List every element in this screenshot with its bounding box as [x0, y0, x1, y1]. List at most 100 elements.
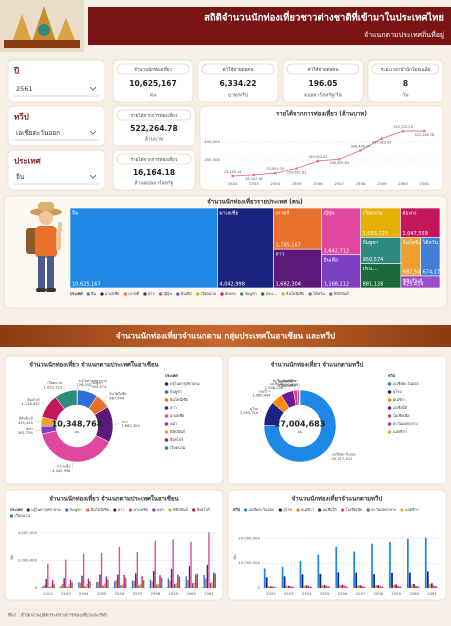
legend-label: อเมริกา [301, 507, 314, 512]
bar [395, 584, 397, 588]
bar-chart-card [4, 489, 224, 601]
treemap-value: 1,168,112 [324, 282, 349, 288]
bar [391, 572, 393, 588]
bar [53, 584, 55, 588]
y-tick-label: 0 [258, 585, 261, 590]
legend-label: ยุโรป [393, 389, 402, 395]
x-tick-label: 2557 [356, 591, 366, 596]
legend-title: ทวีป [388, 372, 396, 378]
bar [211, 582, 213, 588]
slice-name: ลาว [121, 420, 127, 424]
legend-swatch [387, 390, 392, 394]
bar [301, 574, 304, 588]
legend-label: เวียดนาม [201, 291, 217, 296]
dropdown-chevron[interactable] [89, 130, 97, 135]
bar [413, 584, 415, 588]
treemap-value: 1,642,712 [324, 248, 349, 254]
bar [309, 586, 312, 588]
treemap-cell [321, 254, 361, 289]
legend-label: เวียดนาม [170, 445, 186, 450]
legend-swatch [164, 430, 169, 434]
legend-swatch [387, 406, 392, 410]
bar [193, 582, 195, 588]
donut-card [227, 355, 447, 485]
legend-label: ยุโรป [283, 507, 292, 513]
bar [43, 584, 46, 588]
legend-label: แอฟริกา [405, 507, 419, 512]
slice-value: 4,042,998 [52, 469, 71, 473]
line-point [295, 167, 298, 170]
legend-swatch [278, 508, 282, 512]
bar [399, 586, 402, 588]
bar [154, 540, 156, 588]
bar [157, 583, 160, 588]
legend-label: ฟิลิปปินส์ [169, 429, 185, 434]
bar [291, 586, 294, 588]
legend-label: ฟิลิปปินส์ [172, 507, 188, 512]
x-tick-label: 2558 [151, 591, 161, 596]
legend-swatch [387, 382, 392, 386]
filter-label: ทวีป [14, 112, 29, 122]
bar [397, 585, 400, 588]
bar [208, 532, 210, 588]
legend-label: เกาหลี [128, 291, 139, 296]
bar [65, 559, 67, 588]
filter-label: ปี [13, 66, 19, 76]
legend-swatch [308, 292, 312, 296]
data-label: 437,923.95 [372, 141, 391, 145]
x-tick-label: 2555 [97, 591, 107, 596]
chart-title: จำนวนนักท่องเที่ยว จำแนกตามประเทศในอาเซี… [29, 360, 159, 369]
filter-card[interactable] [7, 105, 106, 147]
bar [303, 585, 306, 588]
filter-value: 2561 [16, 85, 33, 93]
bar [325, 585, 328, 588]
legend-label: บรูไนดารุสซาลาม [31, 507, 61, 513]
bar [426, 571, 429, 588]
slice-value: 458,118 [278, 384, 294, 388]
page-title: สถิติจำนวนนักท่องเที่ยวชาวต่างชาติที่เข้… [204, 10, 444, 24]
bar [121, 583, 124, 588]
bar [409, 572, 411, 588]
label-leader [103, 395, 108, 401]
x-tick-label: 2560 [186, 591, 196, 596]
bar [393, 584, 395, 588]
kpi-unit: ล้านบาท [145, 136, 164, 143]
kpi-unit: ล้านดอลลาร์สหรัฐ [135, 180, 174, 187]
legend-swatch [281, 292, 285, 296]
treemap-label: ลาว [276, 252, 285, 258]
filter-card[interactable] [7, 149, 106, 191]
bar [321, 585, 324, 588]
filter-value: เอเชียตะวันออก [16, 129, 60, 137]
bar [51, 580, 54, 588]
bar [107, 579, 109, 588]
legend-swatch [400, 508, 404, 512]
bar [84, 586, 86, 588]
legend-label: ตะวันออกกลาง [371, 507, 396, 512]
donut-card [4, 355, 224, 485]
legend-title: ทวีป [233, 506, 241, 512]
bar [214, 573, 216, 588]
line-point [316, 159, 320, 163]
bar [61, 584, 64, 588]
x-tick-label: 2555 [320, 591, 330, 596]
bar [102, 585, 104, 588]
kpi-label: ค่าใช้จ่ายต่อคน [223, 67, 255, 73]
legend-swatch [176, 292, 180, 296]
filter-card[interactable] [7, 59, 106, 103]
x-tick-label: 2558 [356, 181, 366, 186]
bar [86, 583, 88, 588]
bar [343, 585, 346, 588]
x-tick-label: 2554 [270, 181, 280, 186]
dropdown-chevron[interactable] [89, 174, 97, 179]
slice-value: 232,413 [281, 383, 296, 387]
dropdown-chevron[interactable] [89, 86, 97, 91]
bar [178, 576, 181, 588]
legend-swatch [86, 292, 90, 296]
treemap-label: อินเดีย [324, 256, 338, 263]
legend-label: มาเลเซีย [105, 291, 119, 296]
legend-label: ลาว [170, 405, 177, 410]
treemap-value: 1,047,559 [402, 231, 427, 237]
bar [81, 575, 83, 588]
bar [131, 580, 134, 588]
legend-swatch [366, 508, 370, 512]
